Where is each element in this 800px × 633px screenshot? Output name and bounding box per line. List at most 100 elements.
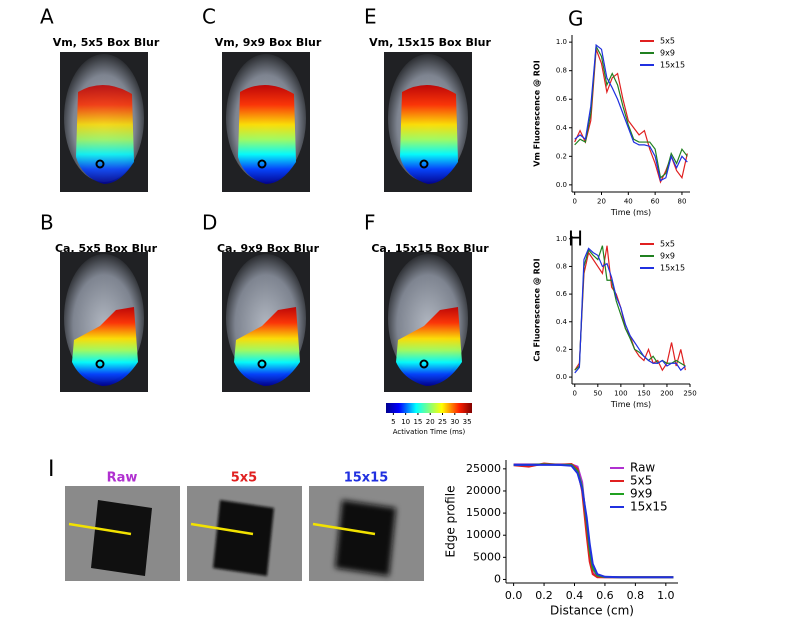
profile-line — [68, 522, 132, 536]
legend-label: Raw — [630, 461, 655, 475]
x-tick-label: 100 — [614, 390, 627, 398]
panel-title: Vm, 5x5 Box Blur — [53, 36, 160, 49]
y-tick-label: 10000 — [466, 528, 501, 541]
activation-map — [234, 307, 300, 386]
x-tick-label: 80 — [677, 198, 686, 206]
y-axis-label: Edge profile — [444, 486, 458, 558]
y-axis-label: Ca Fluorescence @ ROI — [533, 258, 542, 361]
y-tick-label: 0.0 — [556, 181, 567, 189]
image-label: 15x15 — [344, 471, 389, 486]
panel-title: Ca, 5x5 Box Blur — [55, 242, 158, 255]
y-tick-label: 0.0 — [556, 373, 567, 381]
roi-marker — [419, 359, 429, 369]
colorbar-tick-label: 5 — [391, 418, 395, 426]
panel-letter: E — [364, 5, 377, 29]
panel-letter: I — [48, 457, 55, 482]
dark-square — [213, 500, 274, 576]
colorbar-tick-label: 25 — [438, 418, 447, 426]
dark-square — [335, 500, 396, 576]
series-line — [574, 43, 688, 182]
colorbar-tick-label: 35 — [463, 418, 472, 426]
series-line — [574, 245, 686, 371]
activation-map — [76, 84, 134, 184]
legend-label: 15x15 — [660, 264, 685, 273]
y-tick-label: 0.8 — [556, 262, 567, 270]
panel-letter: D — [202, 211, 217, 235]
activation-region — [234, 307, 300, 386]
y-axis-label: Vm Fluorescence @ ROI — [533, 60, 542, 166]
legend-label: 9x9 — [630, 487, 652, 501]
colorbar-tick-label: 30 — [450, 418, 459, 426]
legend-label: 9x9 — [660, 49, 675, 58]
x-tick-label: 40 — [624, 198, 633, 206]
activation-map — [396, 307, 462, 386]
legend-label: 5x5 — [630, 474, 652, 488]
legend-label: 15x15 — [660, 61, 685, 70]
y-tick-label: 0.6 — [556, 95, 568, 103]
activation-map — [400, 84, 458, 184]
panel-letter: H — [568, 227, 583, 251]
activation-region — [396, 307, 462, 386]
legend-label: 5x5 — [660, 240, 675, 249]
y-tick-label: 0.4 — [556, 124, 568, 132]
x-tick-label: 0.0 — [505, 589, 523, 602]
x-tick-label: 0.4 — [566, 589, 584, 602]
profile-line — [190, 522, 254, 536]
roi-marker — [257, 159, 267, 169]
activation-map — [72, 307, 138, 386]
dark-square — [91, 500, 152, 576]
y-tick-label: 5000 — [473, 550, 501, 563]
x-tick-label: 0.8 — [627, 589, 645, 602]
x-tick-label: 60 — [651, 198, 660, 206]
legend-label: 15x15 — [630, 500, 668, 514]
panel-letter: A — [40, 5, 54, 29]
y-tick-label: 1.0 — [556, 235, 567, 243]
panel-letter: B — [40, 211, 54, 235]
panel-letter: G — [568, 7, 584, 31]
x-tick-label: 50 — [593, 390, 602, 398]
x-tick-label: 250 — [683, 390, 696, 398]
colorbar-tick-label: 15 — [413, 418, 422, 426]
panel-title: Vm, 15x15 Box Blur — [369, 36, 491, 49]
y-tick-label: 0.6 — [556, 290, 568, 298]
y-tick-label: 0.8 — [556, 67, 567, 75]
colorbar — [386, 403, 472, 413]
y-tick-label: 0 — [494, 572, 501, 585]
series-line — [574, 247, 686, 374]
activation-region — [238, 84, 296, 184]
y-tick-label: 20000 — [466, 484, 501, 497]
activation-map — [238, 84, 296, 184]
x-tick-label: 0.2 — [535, 589, 553, 602]
colorbar-tick-label: 10 — [401, 418, 410, 426]
x-tick-label: 0.6 — [596, 589, 614, 602]
profile-line — [312, 522, 376, 536]
y-tick-label: 25000 — [466, 462, 501, 475]
panel-letter: C — [202, 5, 216, 29]
x-tick-label: 200 — [660, 390, 673, 398]
legend-label: 5x5 — [660, 37, 675, 46]
colorbar-tick-label: 20 — [426, 418, 435, 426]
roi-marker — [95, 359, 105, 369]
series-line — [513, 463, 674, 579]
roi-marker — [257, 359, 267, 369]
y-tick-label: 0.2 — [556, 345, 567, 353]
y-tick-label: 0.2 — [556, 152, 567, 160]
x-tick-label: 0 — [572, 198, 576, 206]
activation-region — [72, 307, 138, 386]
x-axis-label: Time (ms) — [610, 400, 651, 409]
panel-title: Vm, 9x9 Box Blur — [215, 36, 322, 49]
y-tick-label: 1.0 — [556, 38, 567, 46]
image-label: 5x5 — [231, 471, 257, 486]
panel-title: Ca, 9x9 Box Blur — [217, 242, 320, 255]
roi-marker — [95, 159, 105, 169]
legend-label: 9x9 — [660, 252, 675, 261]
x-tick-label: 20 — [597, 198, 606, 206]
panel-letter: F — [364, 211, 376, 235]
image-label: Raw — [107, 471, 138, 486]
activation-region — [400, 84, 458, 184]
panel-title: Ca, 15x15 Box Blur — [371, 242, 489, 255]
x-axis-label: Time (ms) — [610, 208, 651, 217]
x-axis-label: Distance (cm) — [550, 603, 634, 617]
x-tick-label: 150 — [637, 390, 650, 398]
